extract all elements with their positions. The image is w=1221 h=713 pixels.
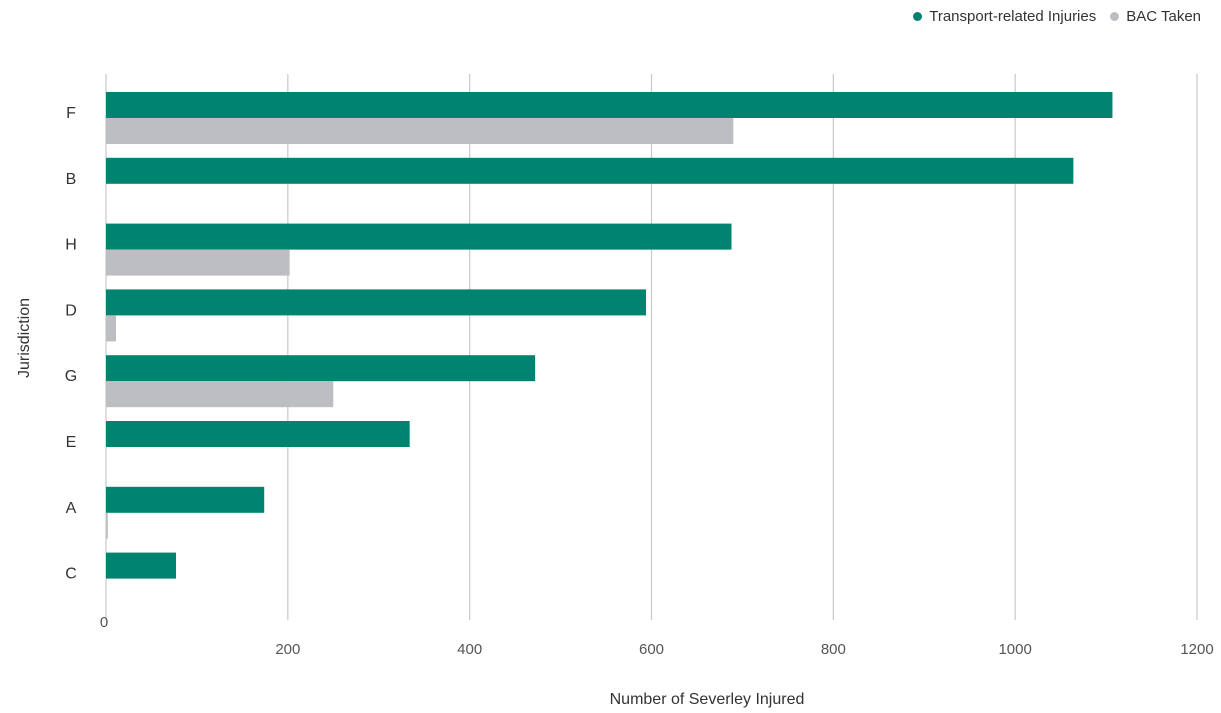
bar-D-transport [106, 289, 647, 316]
bar-F-transport [106, 92, 1113, 118]
bar-F-bac [106, 118, 734, 144]
legend-item-bac: BAC Taken [1110, 8, 1201, 25]
bars [106, 92, 1113, 579]
bar-G-transport [106, 355, 536, 382]
legend-marker-transport [913, 12, 923, 21]
y-tick-label-C: C [65, 566, 77, 583]
bar-C-transport [106, 552, 177, 579]
bar-G-bac [106, 381, 334, 408]
x-axis-label: Number of Severley Injured [610, 691, 805, 708]
bar-A-transport [106, 486, 265, 513]
gridlines [105, 74, 1198, 620]
bar-D-bac [106, 315, 117, 342]
y-tick-label-H: H [65, 237, 77, 254]
x-tick-label-0: 0 [100, 614, 108, 631]
y-tick-labels: F B H D G E A C [65, 105, 77, 583]
legend-label-transport: Transport-related Injuries [929, 8, 1097, 25]
bar-H-transport [106, 223, 732, 250]
x-tick-label-600: 600 [639, 641, 664, 658]
legend-item-transport: Transport-related Injuries [913, 8, 1096, 25]
legend: Transport-related Injuries BAC Taken [913, 8, 1201, 25]
bar-H-bac [106, 249, 290, 276]
bar-B-transport [106, 157, 1074, 184]
y-tick-label-D: D [65, 302, 77, 319]
legend-marker-bac [1110, 12, 1120, 21]
y-tick-label-A: A [66, 500, 77, 517]
y-tick-label-G: G [65, 368, 77, 385]
bar-A-bac [106, 512, 108, 539]
y-tick-label-B: B [66, 171, 77, 188]
x-tick-label-800: 800 [821, 641, 846, 658]
y-axis-label: Jurisdiction [16, 298, 33, 378]
x-tick-label-200: 200 [275, 641, 300, 658]
x-tick-label-1000: 1000 [998, 641, 1031, 658]
x-tick-label-1200: 1200 [1180, 641, 1213, 658]
x-tick-label-400: 400 [457, 641, 482, 658]
x-tick-labels: 0 200 400 600 800 1000 1200 [100, 614, 1214, 658]
legend-label-bac: BAC Taken [1126, 8, 1201, 25]
y-tick-label-E: E [66, 434, 77, 451]
bar-E-transport [106, 421, 410, 447]
y-tick-label-F: F [66, 105, 76, 122]
